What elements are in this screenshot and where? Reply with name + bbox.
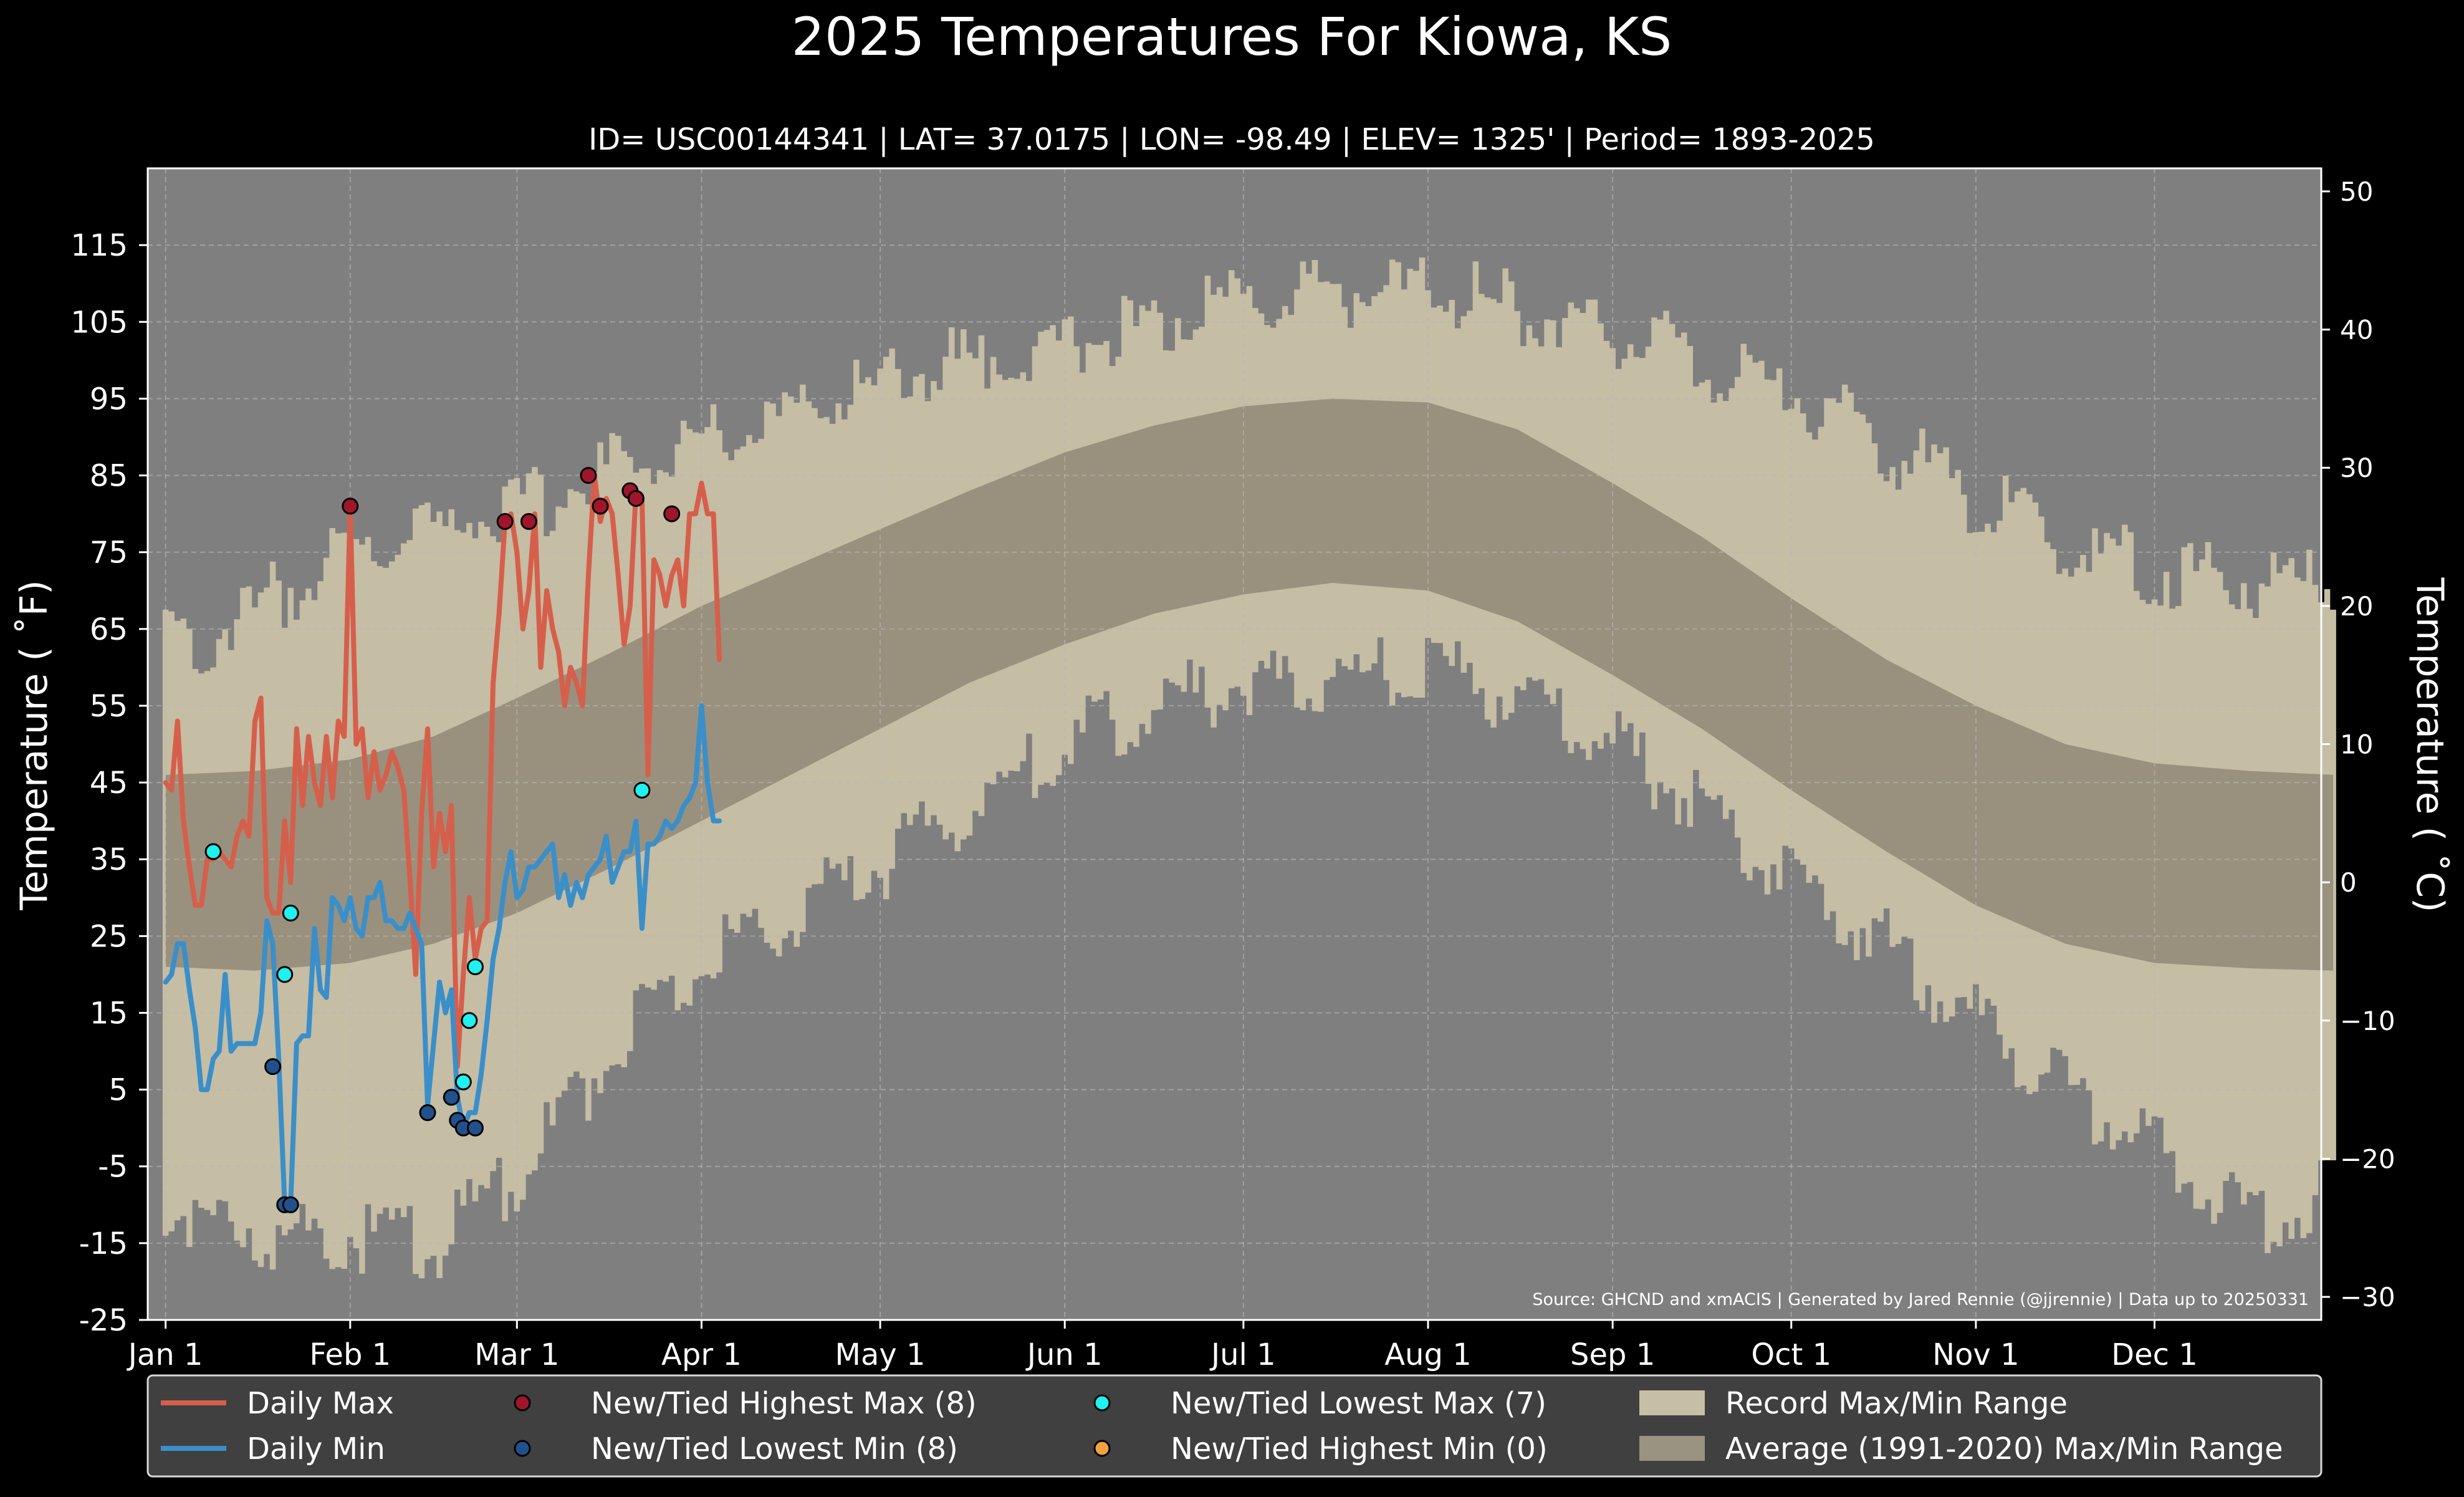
legend-dot-swatch — [1093, 1440, 1111, 1457]
record-low-max-marker — [454, 1073, 472, 1090]
y-right-tick-label: 10 — [2340, 729, 2373, 760]
x-tick-label: Dec 1 — [2111, 1337, 2198, 1372]
y-tick-label: -15 — [79, 1226, 128, 1261]
x-tick-label: Feb 1 — [309, 1337, 391, 1372]
y-tick-label: 25 — [90, 919, 128, 954]
y-tick-label: 95 — [90, 382, 128, 416]
legend-label: Daily Max — [247, 1386, 394, 1421]
record-low-max-marker — [282, 904, 299, 922]
x-tick-label: Oct 1 — [1751, 1337, 1831, 1372]
record-high-max-marker — [580, 467, 597, 484]
record-low-min-marker — [264, 1058, 282, 1076]
record-high-max-marker — [627, 489, 645, 507]
record-low-max-marker — [276, 966, 294, 983]
x-tick-label: Sep 1 — [1570, 1337, 1655, 1372]
x-tick-label: Mar 1 — [474, 1337, 559, 1372]
record-low-max-marker — [466, 958, 484, 976]
legend-dot-swatch — [514, 1394, 531, 1412]
legend-box-swatch — [1639, 1390, 1705, 1415]
legend-dot-swatch — [514, 1440, 531, 1457]
series-line-daily-max — [163, 473, 722, 1069]
y-tick-label: 5 — [108, 1073, 128, 1108]
y-axis-label-celsius: Temperature ( ˚C) — [2408, 577, 2452, 913]
x-tick-label: Jun 1 — [1025, 1337, 1103, 1372]
y-right-tick-label: −10 — [2340, 1006, 2395, 1036]
x-tick-label: Jul 1 — [1209, 1337, 1276, 1372]
record-low-max-marker — [204, 843, 222, 860]
y-right-tick-label: −20 — [2340, 1143, 2395, 1174]
y-tick-label: 45 — [90, 766, 128, 801]
chart-title: 2025 Temperatures For Kiowa, KS — [792, 6, 1672, 67]
y-tick-label: 35 — [90, 842, 128, 877]
y-tick-label: 15 — [90, 996, 128, 1031]
y-tick-label: 105 — [70, 305, 128, 340]
record-low-min-marker — [282, 1196, 299, 1213]
y-right-tick-label: −30 — [2340, 1282, 2395, 1312]
plot-area: -25 -15 -5 5 15 25 35 45 55 65 75 85 95 105 115 Jan 1 Fe… — [70, 167, 2395, 1372]
legend-box — [146, 1374, 2323, 1478]
x-tick-label: Nov 1 — [1932, 1337, 2019, 1372]
legend-label: New/Tied Highest Min (0) — [1171, 1432, 1548, 1466]
legend: Daily Max Daily Min New/Tied Highest Max (… — [146, 1374, 2323, 1478]
legend-label: New/Tied Highest Max (8) — [591, 1386, 977, 1421]
record-high-max-marker — [342, 498, 359, 515]
legend-label: New/Tied Lowest Max (7) — [1171, 1386, 1546, 1421]
legend-label: New/Tied Lowest Min (8) — [591, 1432, 958, 1466]
record-low-min-marker — [466, 1119, 484, 1137]
y-tick-label: 65 — [90, 612, 128, 647]
legend-box-swatch — [1639, 1436, 1705, 1461]
y-right-tick-label: 40 — [2340, 315, 2373, 345]
legend-label: Daily Min — [247, 1432, 385, 1466]
chart-subtitle: ID= USC00144341 | LAT= 37.0175 | LON= -9… — [588, 122, 1875, 157]
record-low-max-marker — [633, 781, 651, 799]
x-tick-label: May 1 — [835, 1337, 926, 1372]
record-high-max-marker — [663, 505, 681, 522]
record-low-max-marker — [461, 1012, 478, 1029]
record-low-min-marker — [443, 1089, 460, 1106]
y-tick-label: -25 — [79, 1303, 128, 1338]
y-tick-label: 75 — [90, 536, 128, 570]
y-right-tick-label: 50 — [2340, 176, 2373, 207]
y-right-tick-label: 20 — [2340, 591, 2373, 622]
record-high-max-marker — [520, 513, 537, 530]
legend-label: Average (1991-2020) Max/Min Range — [1725, 1432, 2283, 1466]
y-tick-label: -5 — [98, 1150, 128, 1185]
legend-dot-swatch — [1093, 1394, 1111, 1412]
legend-label: Record Max/Min Range — [1725, 1386, 2068, 1421]
y-right-tick-label: 0 — [2340, 867, 2357, 898]
x-tick-label: Jan 1 — [127, 1337, 203, 1372]
record-low-min-marker — [419, 1104, 436, 1122]
x-tick-label: Apr 1 — [661, 1337, 742, 1372]
y-right-tick-label: 30 — [2340, 453, 2373, 483]
series-line-daily-min — [163, 703, 722, 1208]
y-tick-label: 85 — [90, 459, 128, 494]
x-tick-label: Aug 1 — [1384, 1337, 1472, 1372]
source-note: Source: GHCND and xmACIS | Generated by … — [1532, 1290, 2309, 1309]
record-high-max-marker — [496, 513, 514, 530]
y-axis-label-fahrenheit: Temperature ( ˚F) — [12, 580, 56, 911]
plot-frame — [146, 167, 2323, 1321]
y-tick-label: 115 — [70, 228, 128, 263]
y-tick-label: 55 — [90, 689, 128, 724]
record-high-max-marker — [592, 498, 609, 515]
